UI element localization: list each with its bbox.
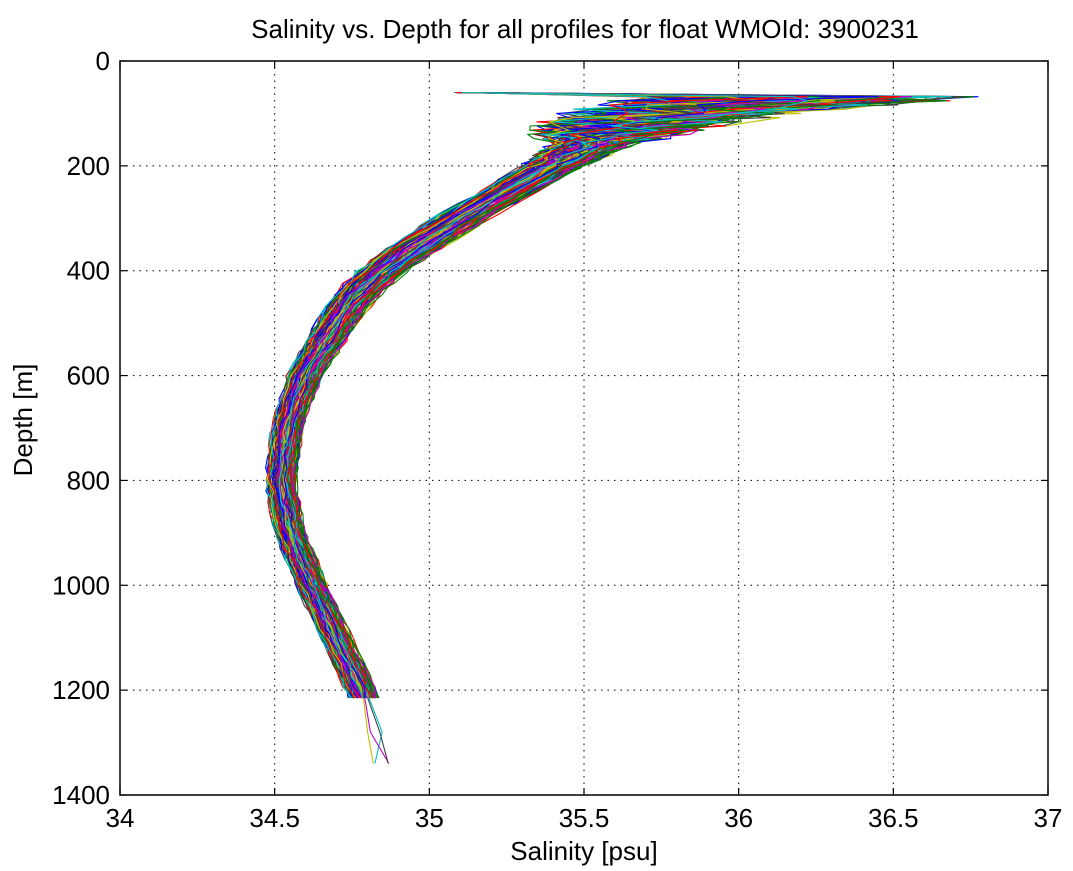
y-tick-label: 600 xyxy=(67,361,110,391)
y-tick-label: 400 xyxy=(67,256,110,286)
y-tick-label: 800 xyxy=(67,465,110,495)
profile-line xyxy=(266,91,671,699)
profile-line xyxy=(271,91,807,699)
x-axis-label: Salinity [psu] xyxy=(510,836,657,866)
y-tick-label: 200 xyxy=(67,151,110,181)
deep-profile-line xyxy=(367,697,389,764)
x-tick-label: 37 xyxy=(1034,803,1063,833)
deep-profile-line xyxy=(368,697,383,764)
x-tick-label: 35.5 xyxy=(559,803,610,833)
profile-line xyxy=(266,91,735,699)
y-tick-label: 0 xyxy=(96,46,110,76)
profile-line xyxy=(267,91,736,699)
y-tick-label: 1000 xyxy=(52,570,110,600)
x-tick-label: 34.5 xyxy=(249,803,300,833)
x-tick-label: 36 xyxy=(724,803,753,833)
x-tick-label: 35 xyxy=(415,803,444,833)
profile-line xyxy=(278,91,809,699)
grid xyxy=(120,61,1048,795)
x-tick-label: 34 xyxy=(106,803,135,833)
y-axis-label: Depth [m] xyxy=(8,364,38,477)
x-tick-label: 36.5 xyxy=(868,803,919,833)
profile-line xyxy=(287,91,820,699)
y-tick-label: 1200 xyxy=(52,675,110,705)
y-tick-label: 1400 xyxy=(52,780,110,810)
profile-line xyxy=(283,91,880,699)
deep-profile-line xyxy=(362,697,374,764)
profile-line xyxy=(268,91,808,699)
profile-lines xyxy=(265,91,979,764)
axis-ticks: 34 34.5 35 35.5 36 36.5 37 0 200 400 600 800 1000 120… xyxy=(52,46,1062,833)
profile-line xyxy=(285,91,812,699)
chart-title: Salinity vs. Depth for all profiles for … xyxy=(251,14,919,44)
deep-profile-line xyxy=(364,697,390,764)
